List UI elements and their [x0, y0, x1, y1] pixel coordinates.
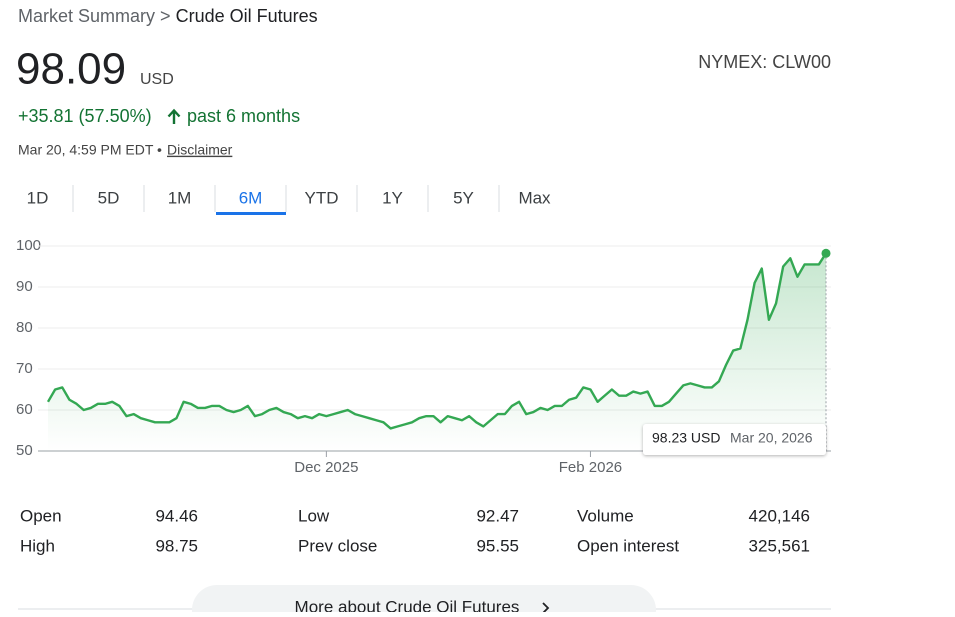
tooltip: [643, 424, 826, 455]
stat-value: 95.55: [476, 536, 519, 555]
stat-label: Open interest: [577, 536, 679, 555]
x-tick-label: Dec 2025: [294, 459, 358, 476]
y-tick-label: 50: [16, 442, 33, 459]
change-period: past 6 months: [187, 106, 300, 126]
breadcrumb-separator: >: [160, 6, 171, 26]
y-tick-label: 60: [16, 401, 33, 418]
currency: USD: [140, 71, 174, 88]
tab-label[interactable]: 6M: [239, 188, 263, 207]
disclaimer-link[interactable]: Disclaimer: [167, 142, 233, 158]
breadcrumb-current: Crude Oil Futures: [176, 6, 318, 26]
stat-value: 98.75: [155, 536, 198, 555]
breadcrumb-root[interactable]: Market Summary: [18, 6, 155, 26]
breadcrumb: Market Summary > Crude Oil Futures: [18, 6, 318, 26]
tab-underline: [216, 212, 286, 215]
y-tick-label: 80: [16, 319, 33, 336]
tooltip-date: Mar 20, 2026: [730, 430, 813, 446]
area: [48, 253, 826, 451]
tab-label[interactable]: Max: [518, 188, 551, 207]
tab-label[interactable]: YTD: [305, 188, 339, 207]
tab-label[interactable]: 1M: [168, 188, 192, 207]
y-tick-label: 100: [16, 237, 41, 254]
tab-label[interactable]: 5D: [98, 188, 120, 207]
chevron: [542, 602, 550, 614]
price: 98.09: [16, 45, 126, 94]
y-tick-label: 90: [16, 278, 33, 295]
tab-label[interactable]: 5Y: [453, 188, 474, 207]
stat-label: Low: [298, 506, 330, 525]
more-button-label: More about Crude Oil Futures: [295, 597, 520, 612]
more-button[interactable]: [192, 585, 656, 617]
stat-value: 94.46: [155, 506, 198, 525]
stat-label: High: [20, 536, 55, 555]
tooltip-value: 98.23 USD: [652, 430, 720, 446]
y-tick-label: 70: [16, 360, 33, 377]
stat-label: Prev close: [298, 536, 377, 555]
tab-label[interactable]: 1Y: [382, 188, 403, 207]
last-point: [821, 248, 831, 258]
x-tick-label: Feb 2026: [559, 459, 622, 476]
stat-label: Volume: [577, 506, 634, 525]
price-line: [46, 252, 828, 430]
up-arrow: [167, 108, 181, 124]
change: +35.81 (57.50%): [18, 106, 152, 126]
timestamp: Mar 20, 4:59 PM EDT •: [18, 142, 162, 158]
ticker: NYMEX: CLW00: [698, 52, 831, 72]
stat-value: 325,561: [749, 536, 810, 555]
stat-value: 92.47: [476, 506, 519, 525]
stat-label: Open: [20, 506, 62, 525]
tab-label[interactable]: 1D: [27, 188, 49, 207]
stat-value: 420,146: [749, 506, 810, 525]
